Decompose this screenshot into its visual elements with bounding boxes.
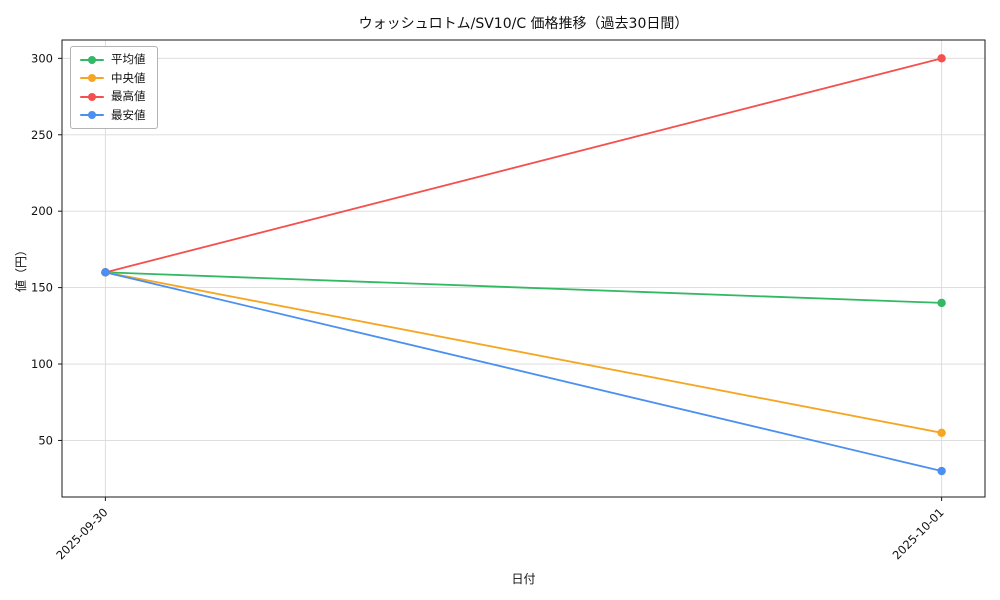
legend-label: 平均値: [111, 52, 146, 66]
legend-line-icon: [80, 55, 104, 64]
legend-label: 中央値: [111, 70, 146, 85]
legend-item-median: 中央値: [80, 70, 146, 85]
series-median: [101, 268, 946, 438]
series-line-max: [104, 57, 943, 274]
data-point-median: [937, 428, 946, 438]
data-point-min: [937, 466, 946, 476]
legend-item-min: 最安値: [80, 107, 146, 122]
legend-label: 最高値: [111, 89, 146, 103]
x-tick-label: 2025-10-01: [890, 505, 947, 562]
legend-line-icon: [80, 74, 104, 83]
legend: 平均値中央値最高値最安値: [70, 46, 158, 129]
legend-item-max: 最高値: [80, 89, 146, 103]
y-tick-label: 300: [31, 51, 53, 65]
plot-border: [61, 39, 986, 498]
y-axis-label: 値（円）: [14, 244, 28, 293]
y-tick-label: 150: [31, 281, 53, 295]
legend-label: 最安値: [111, 107, 146, 122]
y-tick-label: 250: [31, 128, 53, 142]
legend-line-icon: [80, 92, 104, 101]
x-axis-label: 日付: [511, 572, 536, 586]
data-point-max: [937, 54, 946, 63]
series-line-average: [104, 271, 943, 304]
chart-title: ウォッシュロトム/SV10/C 価格推移（過去30日間）: [358, 16, 689, 32]
legend-line-icon: [80, 111, 104, 120]
data-point-average: [937, 298, 946, 308]
series-line-min: [104, 271, 943, 472]
series-line-median: [104, 271, 943, 434]
y-tick-label: 200: [31, 204, 53, 218]
data-point-min: [101, 268, 110, 277]
y-tick-label: 50: [38, 433, 53, 447]
series-min: [101, 268, 946, 476]
series-max: [101, 54, 946, 277]
legend-item-average: 平均値: [80, 52, 146, 66]
x-tick-label: 2025-09-30: [53, 505, 110, 562]
y-tick-label: 100: [31, 357, 53, 371]
